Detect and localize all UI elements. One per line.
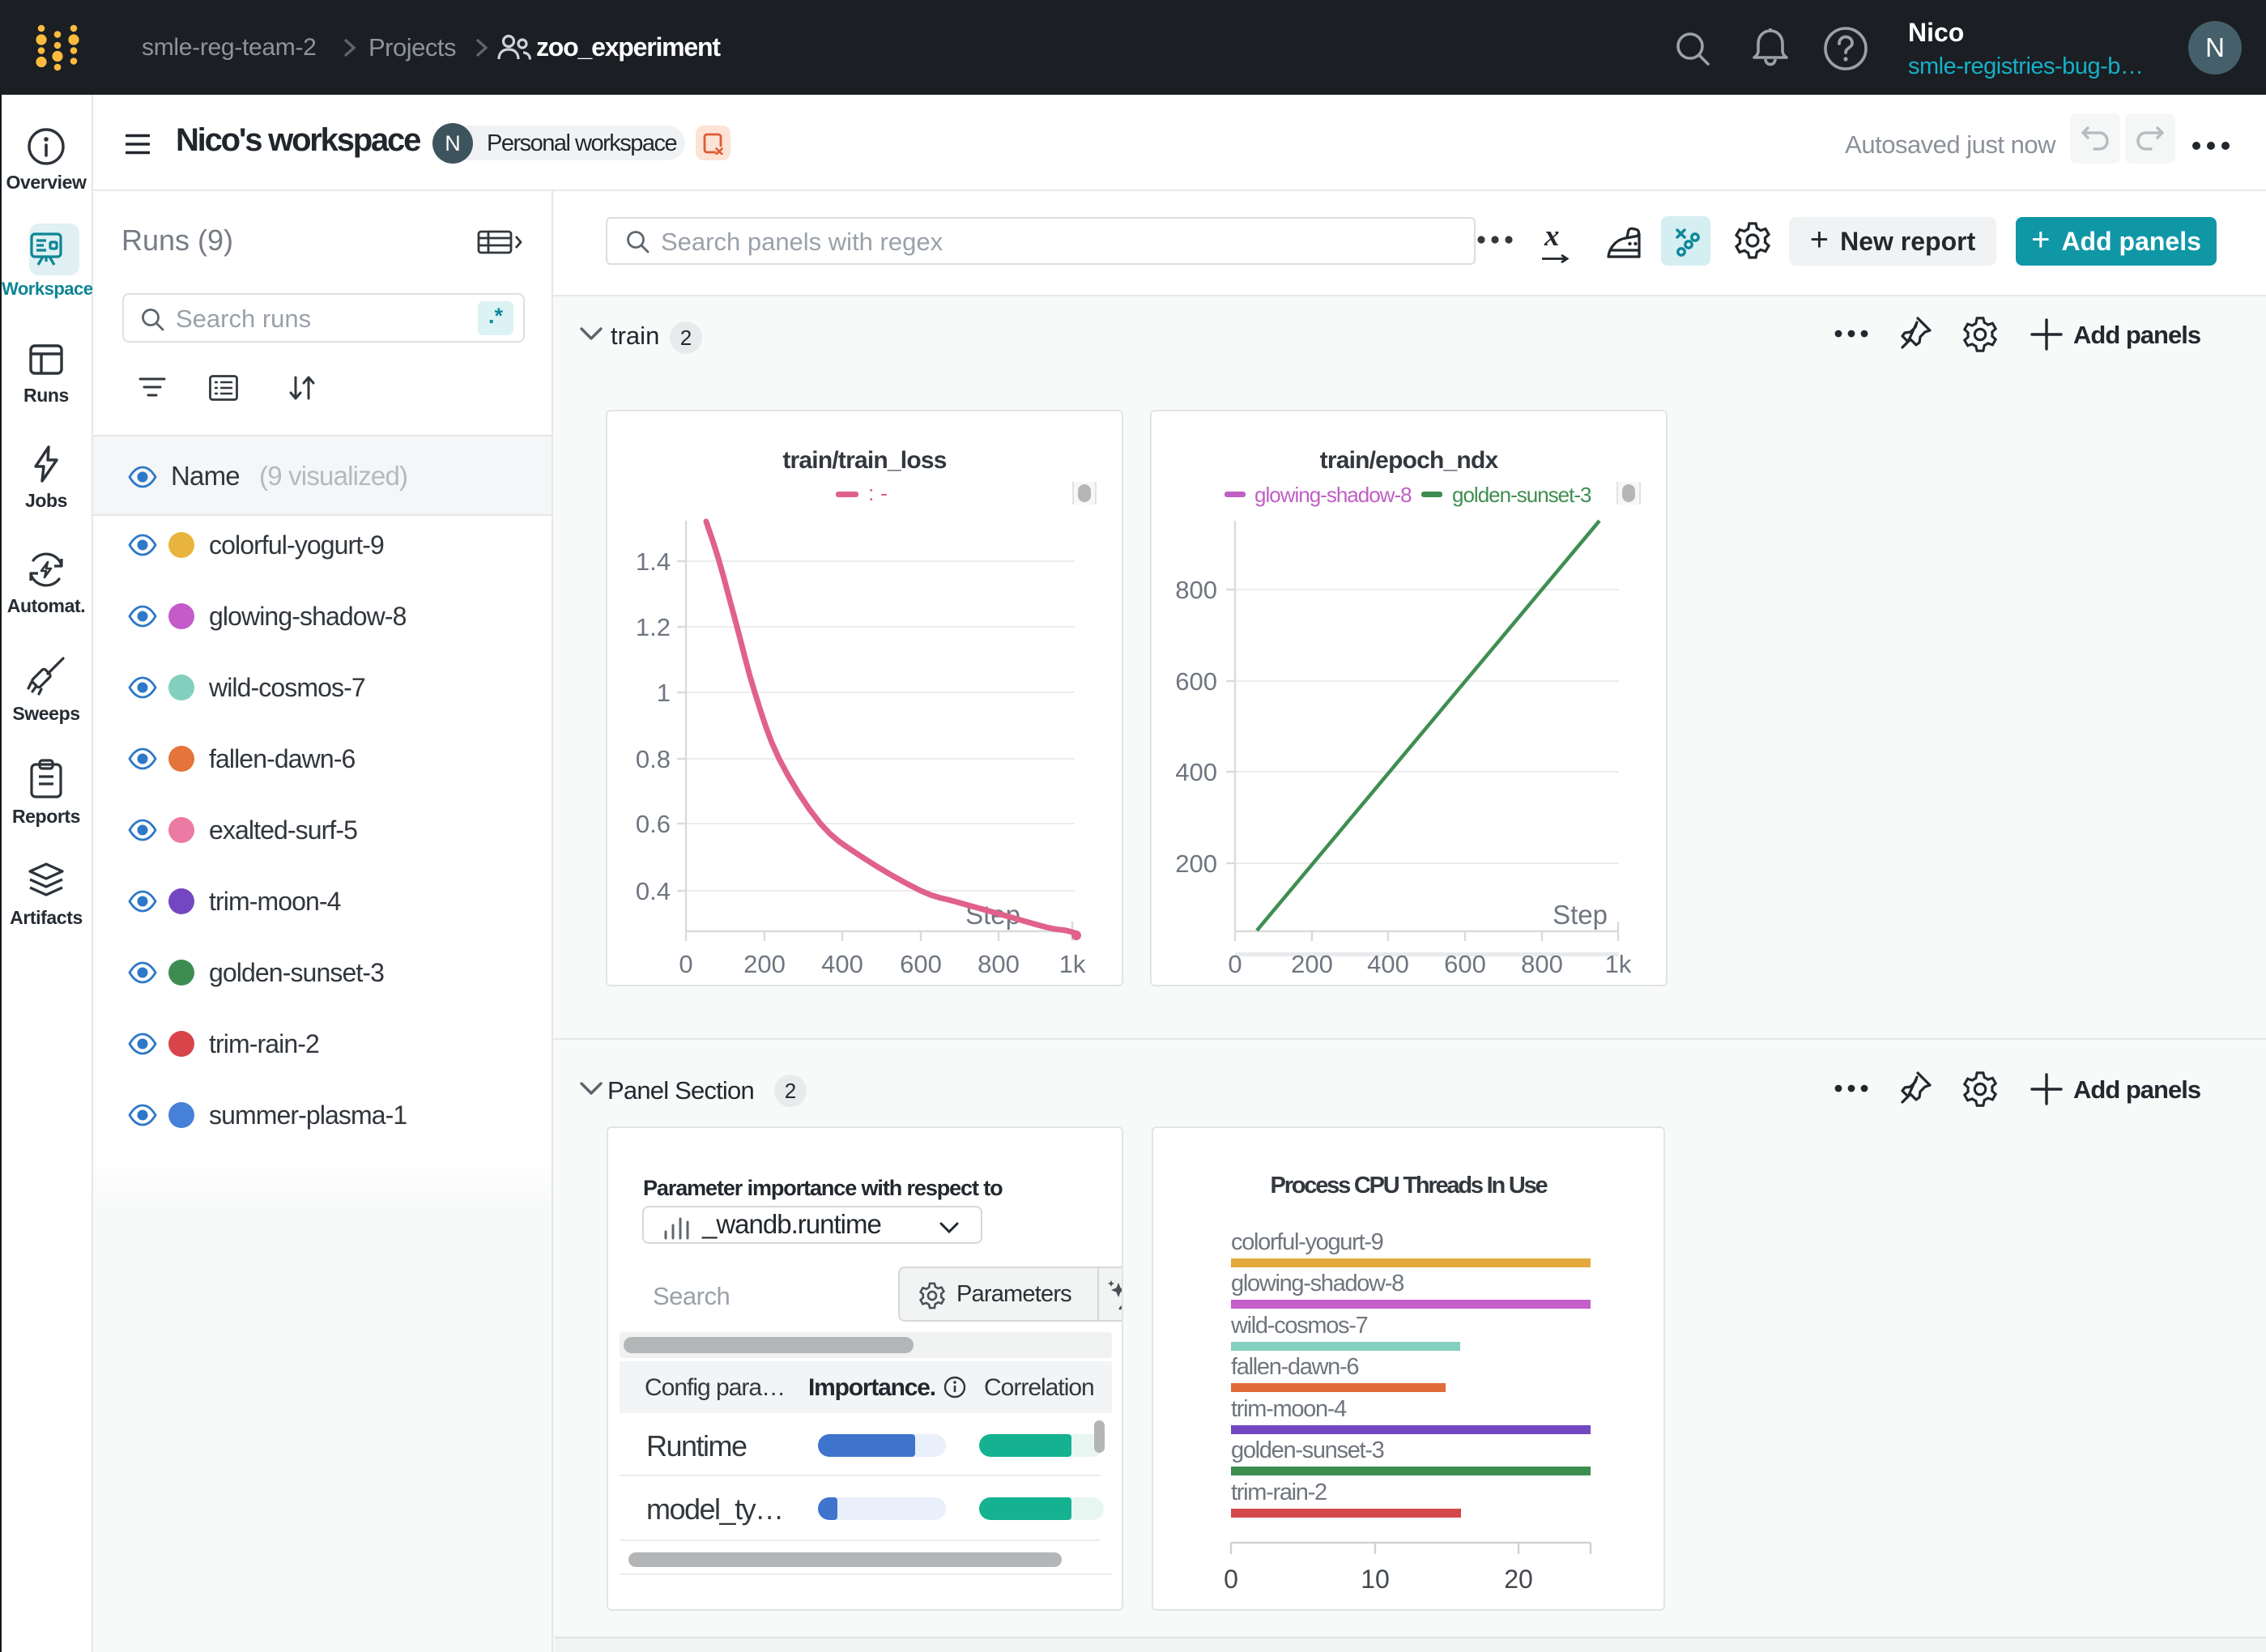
svg-text:1k: 1k [1059, 950, 1086, 978]
svg-text:400: 400 [821, 950, 863, 978]
svg-text:1.2: 1.2 [636, 613, 671, 641]
svg-text:0: 0 [1228, 950, 1242, 978]
svg-text:600: 600 [900, 950, 942, 978]
svg-text:400: 400 [1175, 758, 1217, 786]
svg-text:200: 200 [1175, 849, 1217, 878]
svg-text:400: 400 [1367, 950, 1409, 978]
svg-text:0.4: 0.4 [636, 877, 671, 905]
svg-text:1: 1 [657, 679, 671, 707]
svg-text:0.8: 0.8 [636, 745, 671, 773]
svg-text:0: 0 [1224, 1565, 1238, 1594]
svg-text:10: 10 [1361, 1565, 1390, 1594]
svg-text:800: 800 [1175, 576, 1217, 604]
svg-text:1.4: 1.4 [636, 547, 671, 576]
svg-text:200: 200 [1291, 950, 1333, 978]
svg-text:600: 600 [1444, 950, 1486, 978]
svg-text:20: 20 [1504, 1565, 1533, 1594]
svg-text:Step: Step [1553, 900, 1608, 930]
svg-text:0: 0 [679, 950, 692, 978]
svg-text:0.6: 0.6 [636, 810, 671, 838]
svg-text:1k: 1k [1605, 950, 1632, 978]
svg-text:200: 200 [743, 950, 786, 978]
svg-text:800: 800 [978, 950, 1020, 978]
svg-text:800: 800 [1521, 950, 1563, 978]
svg-text:600: 600 [1175, 667, 1217, 696]
